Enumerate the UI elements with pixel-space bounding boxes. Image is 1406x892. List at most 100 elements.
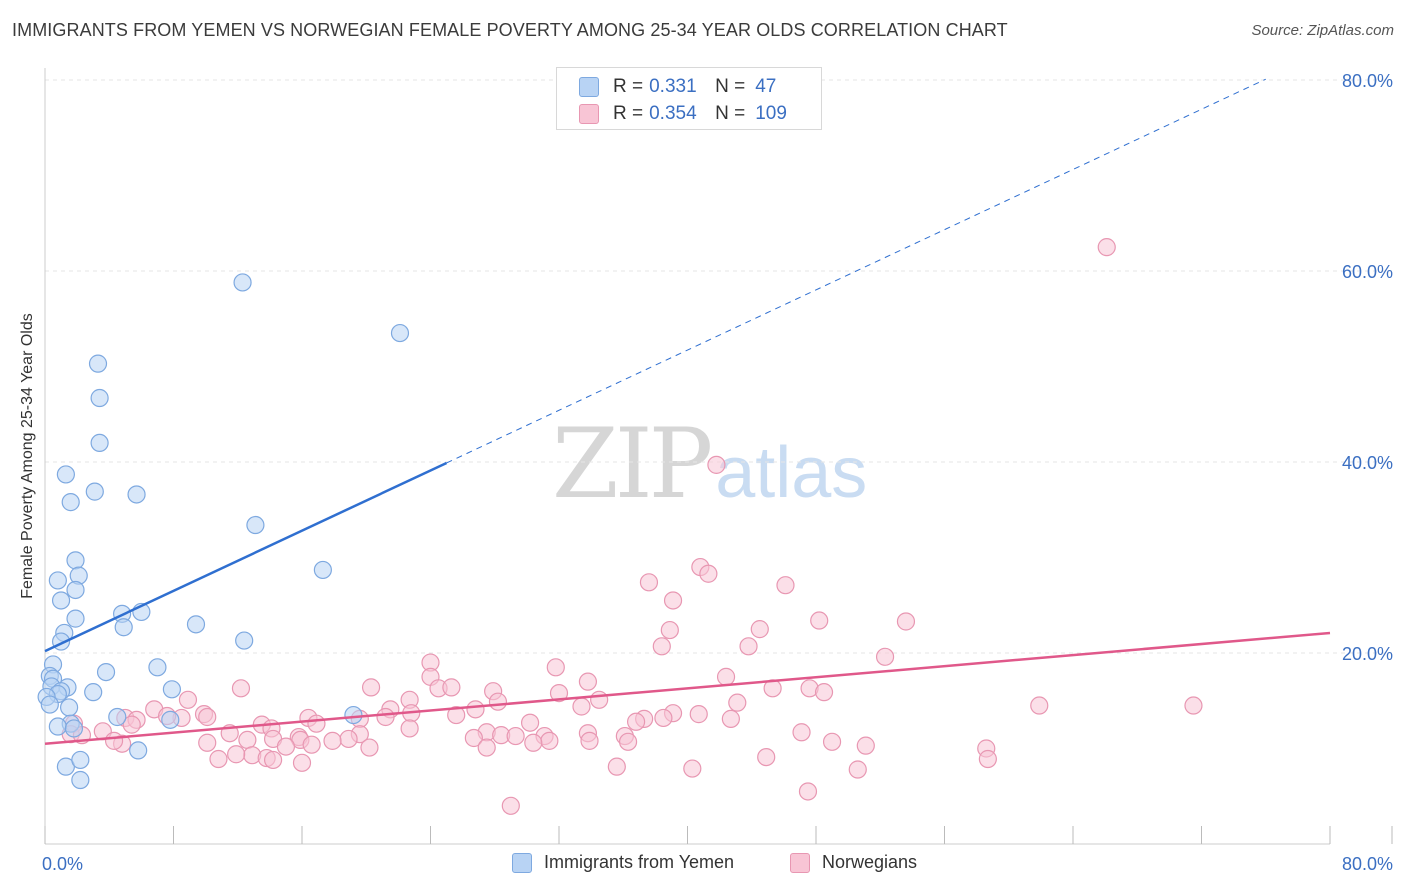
data-point-norwegians [400,719,419,738]
data-point-yemen [64,719,84,738]
data-point-yemen [90,388,109,408]
y-axis-label: Female Poverty Among 25-34 Year Olds [19,313,36,599]
data-point-norwegians [848,760,867,779]
data-point-norwegians [683,759,702,778]
data-point-norwegians [572,697,591,716]
data-point-yemen [48,571,67,590]
data-point-yemen [233,273,252,292]
data-point-norwegians [822,732,842,751]
legend-label-norwegians: Norwegians [822,852,918,872]
data-point-yemen [162,680,181,699]
data-point-norwegians [442,678,461,697]
legend-label-yemen: Immigrants from Yemen [544,852,735,872]
correlation-legend: R = 0.331 N = 47 R = 0.354 N = 109 [556,67,822,130]
data-point-norwegians [810,611,829,630]
data-point-norwegians [707,455,726,474]
data-point-norwegians [520,713,540,732]
data-point-yemen [71,770,90,790]
data-point-yemen [90,433,109,452]
data-point-yemen [84,683,103,702]
data-point-norwegians [652,637,671,656]
data-point-yemen [66,580,85,600]
data-point-norwegians [607,757,626,776]
data-point-norwegians [209,749,228,769]
data-point-norwegians [501,796,520,815]
data-point-yemen [127,485,146,504]
legend-n-label: N = [715,103,746,124]
legend-r-label: R = [613,103,644,124]
data-point-norwegians [618,732,638,751]
data-point-yemen [390,323,410,343]
legend-r-label: R = [613,76,644,97]
legend-row-norwegians: R = 0.354 N = 109 [579,102,787,126]
data-point-norwegians [1030,696,1049,715]
data-point-norwegians [292,753,312,772]
data-point-norwegians [875,647,895,666]
data-point-norwegians [1184,696,1203,715]
chart-title: IMMIGRANTS FROM YEMEN VS NORWEGIAN FEMAL… [12,20,1008,40]
data-point-yemen [246,515,265,535]
data-point-norwegians [361,678,381,697]
data-point-norwegians [1097,238,1116,257]
data-point-yemen [56,465,75,484]
legend-row-yemen: R = 0.331 N = 47 [579,75,776,99]
data-point-yemen [48,717,67,736]
data-point-norwegians [198,707,217,727]
data-point-norwegians [654,708,673,728]
data-point-norwegians [276,737,296,756]
x-tick-label: 0.0% [42,854,83,874]
legend-swatch-blue [579,77,599,97]
data-point-norwegians [506,726,525,746]
data-point-norwegians [376,707,395,727]
data-point-norwegians [814,683,834,702]
data-point-norwegians [699,564,718,583]
data-point-yemen [85,482,104,501]
data-point-norwegians [104,731,124,750]
data-point-yemen [59,698,79,717]
data-point-yemen [161,710,180,729]
legend-n-value: 47 [755,76,777,97]
data-point-yemen [66,609,85,628]
data-point-norwegians [639,573,659,592]
y-tick-label: 80.0% [1342,71,1393,91]
data-point-norwegians [663,591,683,610]
legend-r-value: 0.354 [649,103,697,124]
data-point-norwegians [578,672,598,691]
data-point-norwegians [580,731,599,750]
data-point-yemen [51,591,71,610]
data-point-norwegians [896,612,916,631]
trendline-yemen-extension [446,78,1266,464]
series-legend: Immigrants from Yemen Norwegians [0,852,1406,878]
legend-swatch-pink [579,104,599,124]
data-point-yemen [40,695,59,714]
data-point-norwegians [689,705,708,724]
data-point-norwegians [540,731,559,750]
data-point-yemen [71,750,90,770]
data-point-yemen [235,631,254,650]
data-point-norwegians [728,693,747,712]
data-point-norwegians [198,733,217,752]
data-point-norwegians [477,738,496,757]
data-point-norwegians [776,576,795,595]
y-tick-label: 20.0% [1342,644,1393,664]
data-point-yemen [66,551,85,570]
data-point-norwegians [750,620,769,639]
data-point-yemen [61,493,80,512]
data-point-norwegians [798,782,818,801]
y-tick-label: 60.0% [1342,262,1393,282]
data-point-norwegians [178,690,198,709]
data-point-norwegians [546,658,565,677]
y-tick-label: 40.0% [1342,453,1393,473]
legend-r-value: 0.331 [649,76,697,97]
data-point-norwegians [464,728,483,748]
data-point-yemen [108,707,127,727]
data-point-yemen [148,658,167,677]
legend-swatch-pink [790,852,810,873]
data-point-norwegians [238,730,257,750]
data-point-norwegians [488,692,508,711]
data-point-norwegians [524,733,543,752]
data-point-norwegians [466,700,485,719]
data-point-norwegians [122,715,141,734]
data-point-yemen [96,662,116,682]
